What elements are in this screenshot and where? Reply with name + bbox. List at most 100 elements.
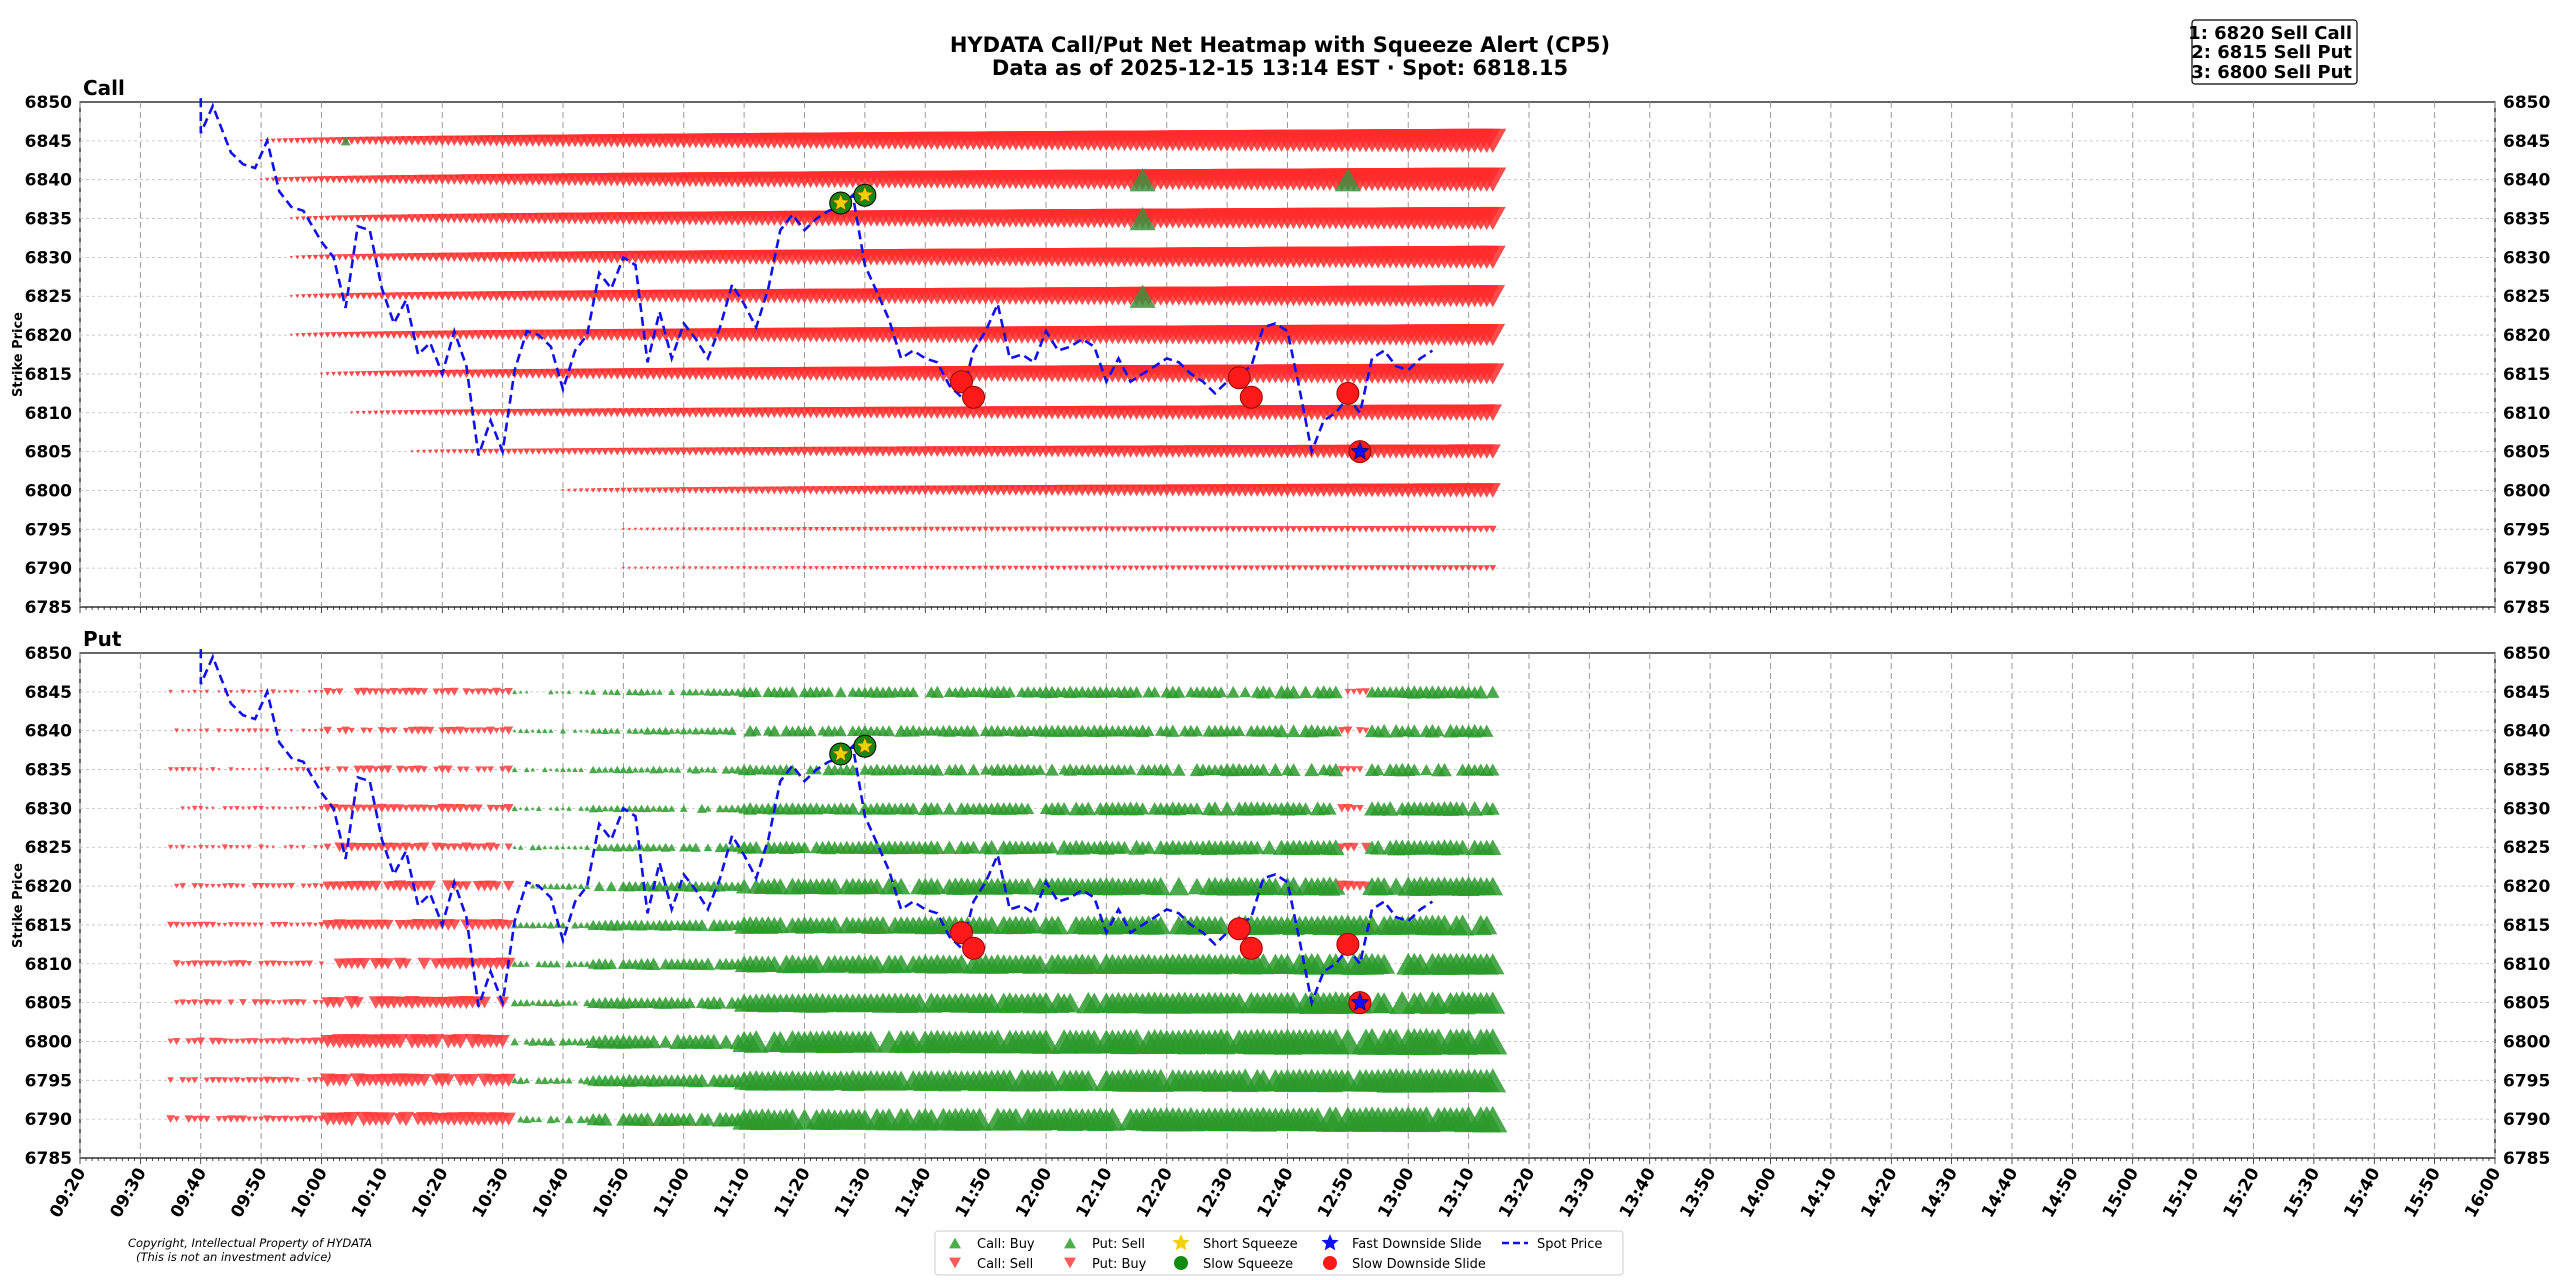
heatmap-triangle-down [976,565,983,571]
heatmap-triangle-down [1206,565,1212,571]
heatmap-triangle-down [353,175,363,184]
heatmap-triangle-down [395,292,405,301]
y-tick-label-right: 6820 [2503,326,2550,346]
heatmap-triangle-down [680,487,688,494]
heatmap-triangle-down [564,408,574,417]
heatmap-triangle-up [1261,840,1278,855]
heatmap-triangle-up [1059,992,1082,1013]
heatmap-triangle-down [1115,526,1122,533]
heatmap-triangle-down [198,728,203,733]
heatmap-triangle-up [906,802,920,815]
heatmap-triangle-down [172,960,181,968]
heatmap-triangle-down [258,689,264,694]
heatmap-triangle-down [288,138,295,144]
heatmap-triangle-up [584,689,590,695]
heatmap-triangle-down [1115,565,1122,571]
heatmap-triangle-down [469,449,476,455]
call-buy-marker [1129,206,1156,231]
heatmap-triangle-down [301,332,306,338]
heatmap-triangle-up [1407,763,1421,776]
y-axis-label: Strike Price [11,312,26,397]
heatmap-triangle-down [251,1038,259,1045]
heatmap-triangle-down [420,409,428,416]
heatmap-triangle-down [1121,526,1128,533]
heatmap-triangle-down [306,922,313,928]
heatmap-triangle-down [342,254,350,261]
heatmap-triangle-down [214,1037,224,1046]
y-tick-label-left: 6840 [25,171,72,191]
heatmap-triangle-down [491,881,502,891]
heatmap-triangle-up [559,727,567,734]
heatmap-triangle-down [705,566,710,570]
heatmap-triangle-up [727,804,737,813]
heatmap-triangle-down [342,371,349,377]
heatmap-triangle-up [624,843,635,852]
heatmap-triangle-down [228,767,234,772]
heatmap-triangle-down [425,726,435,735]
heatmap-triangle-down [235,690,239,694]
heatmap-triangle-up [1298,685,1313,699]
heatmap-triangle-down [668,487,676,494]
heatmap-triangle-down [264,767,270,772]
heatmap-triangle-up [967,724,981,737]
heatmap-triangle-down [198,806,204,811]
heatmap-triangle-down [1036,526,1044,533]
heatmap-triangle-down [1410,525,1419,533]
heatmap-triangle-down [511,448,519,455]
heatmap-triangle-up [512,689,518,695]
heatmap-triangle-down [1344,526,1352,533]
chart-title-line2: Data as of 2025-12-15 13:14 EST · Spot: … [992,56,1568,80]
heatmap-triangle-down [468,843,477,852]
heatmap-triangle-down [613,447,622,456]
heatmap-triangle-down [426,805,434,812]
y-tick-label-left: 6850 [25,644,72,664]
heatmap-triangle-down [1452,525,1461,533]
heatmap-triangle-down [1453,565,1460,572]
heatmap-triangle-down [395,253,405,262]
heatmap-triangle-up [626,727,633,734]
heatmap-triangle-down [474,727,483,734]
heatmap-triangle-down [674,487,682,494]
heatmap-triangle-down [1480,324,1506,347]
heatmap-triangle-up [1369,839,1387,855]
heatmap-triangle-down [234,728,240,733]
heatmap-triangle-down [838,566,844,571]
heatmap-triangle-down [222,961,228,967]
heatmap-triangle-down [1187,565,1194,571]
heatmap-triangle-down [443,369,453,378]
heatmap-triangle-up [727,726,737,735]
heatmap-triangle-down [233,1038,241,1045]
heatmap-triangle-up [685,688,694,696]
heatmap-triangle-up [1298,802,1313,815]
heatmap-triangle-down [1350,565,1358,571]
heatmap-triangle-down [444,688,453,696]
heatmap-triangle-up [510,998,519,1007]
y-tick-label-left: 6830 [25,248,72,268]
heatmap-triangle-down [1479,206,1506,231]
heatmap-triangle-down [185,1000,192,1006]
heatmap-triangle-down [1320,526,1328,533]
heatmap-triangle-down [247,690,252,694]
heatmap-triangle-down [820,566,825,571]
heatmap-triangle-down [784,566,789,571]
y-tick-label-left: 6785 [25,598,72,618]
heatmap-triangle-down [422,449,427,454]
heatmap-triangle-up [540,998,549,1007]
heatmap-triangle-up [542,728,548,734]
heatmap-triangle-down [270,883,277,889]
heatmap-triangle-down [1248,565,1255,571]
heatmap-triangle-down [389,292,399,301]
heatmap-triangle-up [1211,915,1232,934]
heatmap-triangle-down [217,768,221,771]
heatmap-triangle-up [552,998,562,1007]
heatmap-triangle-down [241,728,245,733]
heatmap-triangle-up [691,688,700,696]
y-tick-label-left: 6820 [25,877,72,897]
heatmap-triangle-down [289,256,293,259]
heatmap-triangle-down [307,690,312,694]
heatmap-triangle-up [583,921,591,929]
y-tick-label-left: 6810 [25,404,72,424]
heatmap-triangle-down [661,447,671,456]
heatmap-triangle-down [228,806,234,811]
heatmap-triangle-up [735,878,753,894]
